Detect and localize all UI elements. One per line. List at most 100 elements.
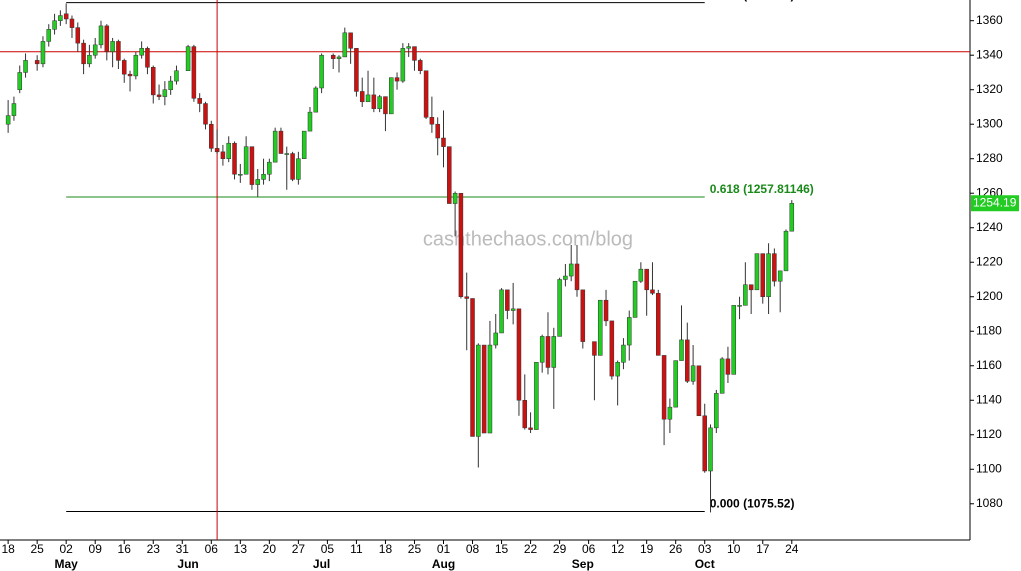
candle-body (516, 308, 522, 401)
last-price-label: 1254.19 (973, 195, 1017, 209)
candle-body (673, 360, 678, 408)
last-price-box (971, 195, 1019, 212)
y-tick-label: 1180 (976, 323, 1002, 337)
candle-body (290, 153, 295, 180)
x-tick-label: 20 (263, 542, 277, 556)
candle-body (110, 41, 115, 53)
candle-body (394, 77, 400, 82)
candle-body (441, 137, 446, 147)
candle-body (243, 146, 249, 175)
candle-body (493, 332, 498, 346)
candle-body (510, 308, 516, 311)
candle-body (255, 179, 260, 185)
candle-body (145, 48, 150, 68)
candle-body (342, 32, 348, 58)
candle-body (731, 305, 736, 375)
candle-body (557, 279, 562, 337)
candle-body (296, 158, 301, 180)
fib-label: 0.000 (1075.52) (710, 497, 795, 511)
x-tick-label: 02 (59, 542, 73, 556)
candle-body (783, 230, 789, 272)
fib-label: 1.000 (1370.45) (710, 0, 795, 2)
candle-body (789, 203, 795, 232)
y-tick-label: 1140 (976, 392, 1002, 406)
candle-body (400, 48, 406, 82)
candle-body (685, 339, 690, 382)
candle-body (615, 362, 620, 377)
candle-body (539, 336, 545, 363)
month-label: Sep (572, 557, 594, 571)
y-tick-label: 1300 (976, 116, 1003, 130)
x-tick-label: 18 (379, 542, 393, 556)
candle-body (592, 341, 597, 356)
candle-body (365, 94, 371, 103)
candle-body (226, 142, 231, 159)
candle-body (638, 268, 644, 282)
y-tick-label: 1200 (976, 289, 1003, 303)
candle-body (81, 42, 86, 65)
candle-body (702, 415, 707, 472)
candle-body (63, 13, 69, 20)
candle-body (754, 253, 760, 291)
candle-body (383, 96, 388, 115)
y-tick-label: 1160 (976, 358, 1002, 372)
x-tick-label: 27 (292, 542, 306, 556)
candle-body (708, 427, 713, 472)
candle-body (418, 60, 423, 71)
candle-body (209, 123, 214, 149)
candle-body (679, 339, 684, 361)
x-tick-label: 26 (669, 542, 683, 556)
candle-body (52, 20, 57, 30)
candle-body (650, 289, 655, 294)
candle-body (563, 275, 568, 280)
candle-body (452, 192, 458, 204)
candle-body (725, 358, 731, 375)
candle-body (597, 299, 603, 356)
candle-body (481, 344, 487, 434)
candle-body (162, 89, 168, 97)
candle-body (267, 161, 272, 175)
candle-body (772, 253, 777, 282)
candle-body (116, 41, 121, 61)
candle-body (261, 173, 266, 180)
month-label: May (55, 557, 79, 571)
candle-body (87, 54, 92, 65)
candle-body (574, 263, 580, 291)
candle-body (301, 130, 307, 159)
candle-body (203, 103, 208, 125)
y-tick-label: 1320 (976, 82, 1003, 96)
candle-body (313, 87, 319, 113)
candle-body (435, 123, 440, 139)
x-tick-label: 09 (89, 542, 103, 556)
candle-body (406, 46, 411, 49)
candle-body (191, 46, 197, 99)
candle-body (185, 46, 191, 71)
candle-body (377, 96, 382, 109)
month-label: Jun (177, 557, 198, 571)
candle-body (319, 54, 324, 89)
candle-body (760, 253, 766, 297)
candle-body (150, 67, 156, 96)
x-tick-label: 18 (1, 542, 15, 556)
candle-body (354, 48, 359, 92)
month-label: Jul (313, 557, 330, 571)
candle-body (75, 27, 81, 44)
candle-body (307, 111, 313, 132)
candle-body (644, 268, 649, 291)
y-tick-label: 1100 (976, 461, 1002, 475)
x-tick-label: 24 (785, 542, 799, 556)
candle-body (470, 298, 475, 437)
x-tick-label: 16 (118, 542, 132, 556)
x-tick-label: 12 (611, 542, 625, 556)
candle-body (719, 358, 725, 394)
y-tick-label: 1240 (976, 220, 1003, 234)
candle-body (92, 44, 98, 56)
candle-body (133, 54, 139, 77)
candle-body (661, 355, 667, 420)
candle-body (627, 317, 632, 346)
candle-body (371, 94, 377, 109)
candle-body (667, 406, 673, 420)
candle-body (156, 94, 162, 97)
x-tick-label: 11 (350, 542, 363, 556)
